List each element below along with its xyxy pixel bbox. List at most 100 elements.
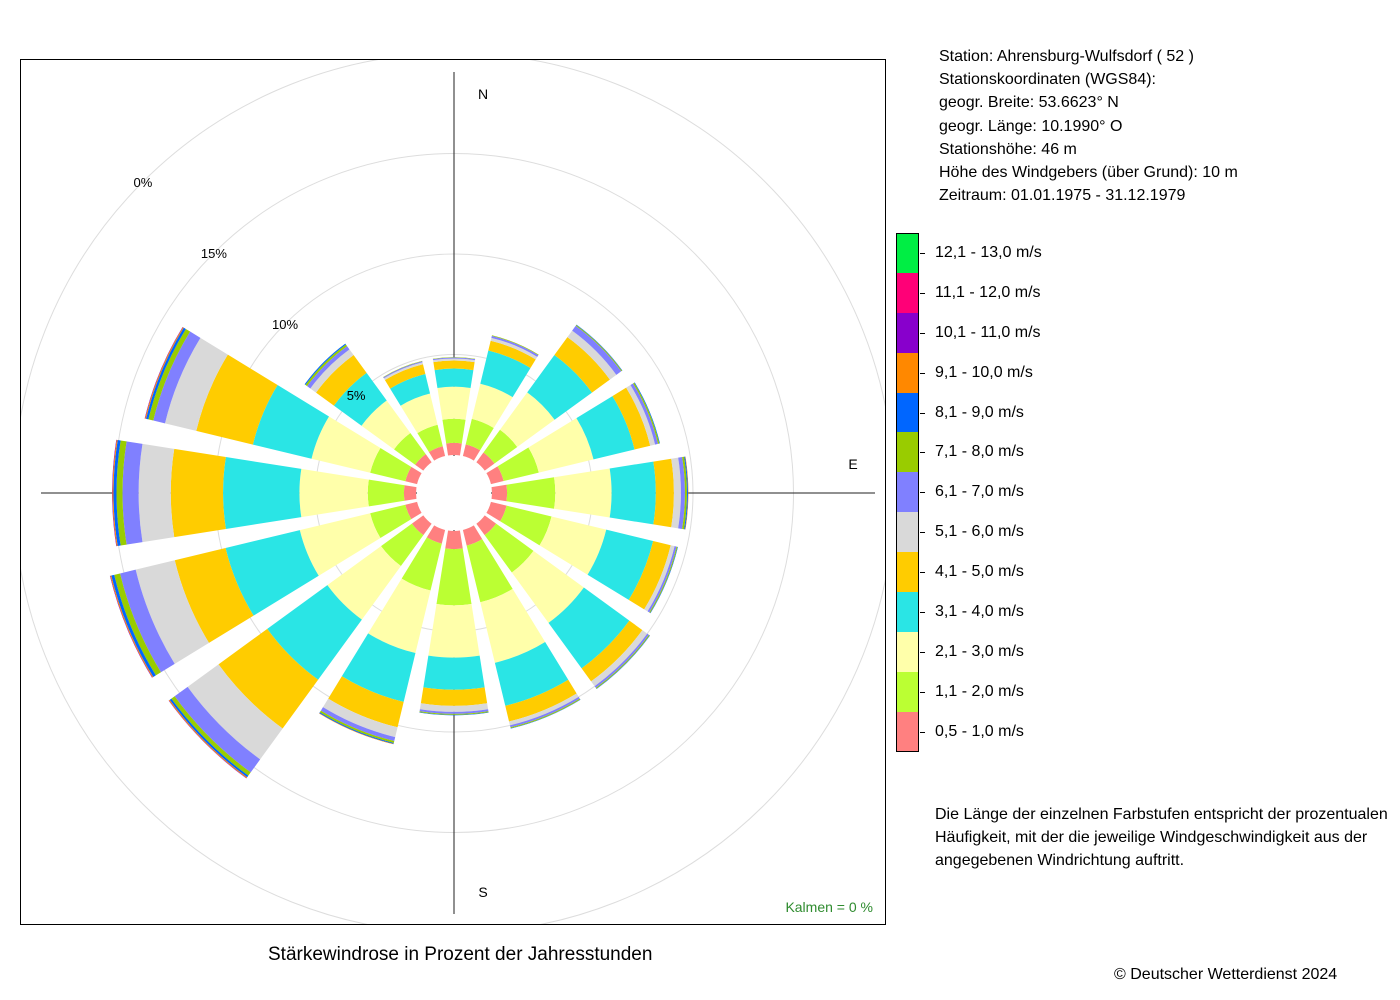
copyright: © Deutscher Wetterdienst 2024: [1114, 966, 1338, 983]
station-longitude: geogr. Länge: 10.1990° O: [939, 117, 1123, 135]
rose-segment: [462, 525, 483, 546]
rose-segment: [148, 328, 191, 421]
explanation-line-2: Häufigkeit, mit der die jeweilige Windge…: [935, 829, 1368, 847]
legend-tick: [920, 253, 925, 254]
legend-item: 12,1 - 13,0 m/s: [896, 233, 1116, 273]
legend: 12,1 - 13,0 m/s 11,1 - 12,0 m/s 10,1 - 11,…: [896, 233, 1116, 752]
rose-segment: [437, 386, 471, 420]
rose-segment: [370, 447, 412, 482]
legend-swatch: [896, 352, 919, 393]
rose-segment: [405, 501, 422, 520]
rose-segment: [433, 358, 475, 363]
rose-segment: [480, 588, 546, 663]
legend-label: 4,1 - 5,0 m/s: [935, 563, 1024, 581]
rose-segment: [311, 416, 381, 473]
ring-label: 10%: [272, 317, 298, 332]
legend-item: 1,1 - 2,0 m/s: [896, 671, 1116, 712]
rose-segment: [327, 546, 401, 620]
legend-item: 2,1 - 3,0 m/s: [896, 631, 1116, 672]
ring-label: 15%: [201, 246, 227, 261]
time-period: Zeitraum: 01.01.1975 - 31.12.1979: [939, 187, 1186, 205]
rose-segment: [420, 687, 488, 706]
legend-item: 8,1 - 9,0 m/s: [896, 392, 1116, 433]
legend-swatch: [896, 472, 919, 513]
rose-segment: [113, 439, 121, 547]
rose-segment: [647, 546, 677, 613]
legend-label: 1,1 - 2,0 m/s: [935, 682, 1024, 700]
rose-segment: [419, 712, 489, 716]
rose-segment: [267, 585, 362, 680]
rose-segment: [122, 441, 143, 545]
legend-tick: [920, 532, 925, 534]
legend-item: 6,1 - 7,0 m/s: [896, 472, 1116, 513]
rose-segment: [328, 676, 404, 728]
rose-segment: [170, 448, 226, 538]
rose-segment: [383, 361, 423, 379]
rose-segment: [628, 540, 671, 610]
legend-tick: [920, 452, 925, 454]
rose-segment: [401, 537, 442, 591]
rose-segment: [466, 539, 513, 603]
legend-swatch: [896, 432, 919, 473]
legend-tick: [920, 332, 925, 334]
rose-segment: [626, 385, 656, 446]
rose-segment: [567, 330, 617, 380]
rose-segment: [112, 439, 118, 547]
anemometer-height: Höhe des Windgebers (über Grund): 10 m: [939, 164, 1238, 182]
rose-segment: [445, 530, 463, 550]
rose-segment: [432, 357, 476, 360]
rose-segment: [218, 628, 319, 729]
legend-tick: [920, 572, 925, 574]
rose-segment: [403, 485, 417, 501]
rose-segment: [484, 523, 534, 573]
rose-segment: [322, 698, 398, 738]
legend-swatch: [896, 592, 919, 632]
legend-item: 0,5 - 1,0 m/s: [896, 711, 1116, 752]
direction-label: S: [478, 884, 487, 900]
rose-segment: [678, 457, 685, 529]
rose-segment: [528, 418, 594, 473]
legend-item: 4,1 - 5,0 m/s: [896, 552, 1116, 593]
legend-item: 7,1 - 8,0 m/s: [896, 432, 1116, 473]
legend-item: 11,1 - 12,0 m/s: [896, 272, 1116, 313]
legend-tick: [920, 651, 925, 653]
legend-label: 9,1 - 10,0 m/s: [935, 363, 1033, 381]
rose-segment: [591, 630, 648, 687]
legend-tick: [920, 492, 925, 494]
rose-segment: [539, 516, 607, 575]
rose-segment: [436, 548, 472, 606]
rose-segment: [333, 372, 387, 426]
rose-segment: [483, 429, 518, 464]
explanation-line-1: Die Länge der einzelnen Farbstufen entsp…: [935, 806, 1388, 823]
legend-swatch: [896, 233, 919, 273]
direction-label: N: [478, 86, 488, 102]
rose-segment: [644, 545, 675, 612]
legend-label: 6,1 - 7,0 m/s: [935, 483, 1024, 501]
rose-segment: [164, 337, 228, 431]
rose-segment: [500, 505, 552, 546]
legend-tick: [920, 612, 925, 614]
rose-segment: [411, 515, 432, 536]
rose-segment: [612, 387, 651, 450]
station-latitude: geogr. Breite: 53.6623° N: [939, 94, 1119, 112]
rose-segment: [480, 350, 531, 398]
rose-segment: [381, 523, 424, 566]
rose-segment: [548, 587, 630, 669]
legend-label: 7,1 - 8,0 m/s: [935, 443, 1024, 461]
rose-segment: [112, 439, 117, 547]
legend-label: 0,5 - 1,0 m/s: [935, 722, 1024, 740]
rose-segment: [509, 696, 580, 728]
rose-segment: [419, 709, 489, 714]
legend-label: 5,1 - 6,0 m/s: [935, 523, 1024, 541]
rose-segment: [505, 679, 577, 722]
legend-item: 10,1 - 11,0 m/s: [896, 312, 1116, 353]
legend-tick: [920, 691, 925, 693]
legend-tick: [920, 372, 925, 374]
rose-segment: [554, 468, 612, 518]
rose-segment: [471, 383, 513, 429]
rose-segment: [685, 456, 689, 530]
rose-segment: [114, 573, 161, 676]
rose-segment: [187, 664, 283, 760]
legend-swatch: [896, 631, 919, 672]
rose-segment: [576, 396, 635, 460]
